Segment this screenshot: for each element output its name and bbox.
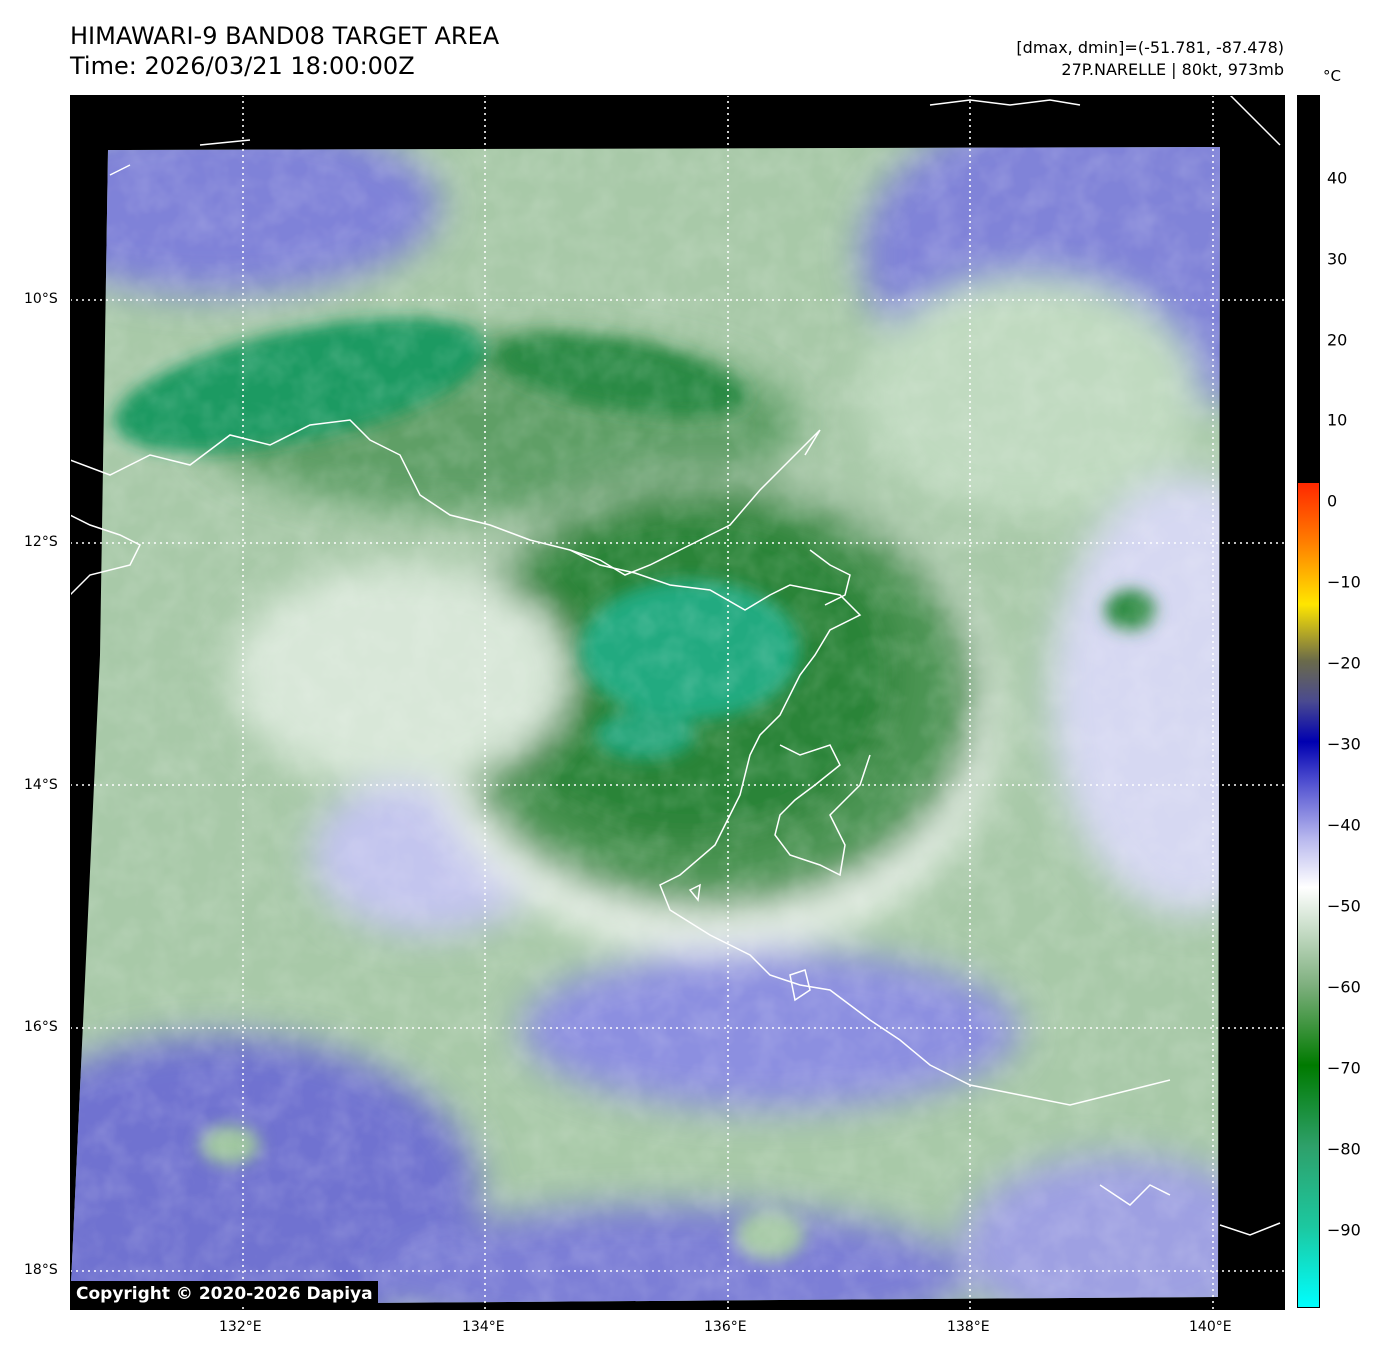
map-frame	[70, 95, 1285, 1310]
colorbar-label-20: 20	[1327, 330, 1348, 350]
colorbar-unit: °C	[1323, 67, 1341, 85]
lon-label-136e: 136°E	[704, 1319, 747, 1335]
copyright-badge: Copyright © 2020-2026 Dapiya	[71, 1281, 378, 1307]
colorbar	[1297, 95, 1320, 1308]
lon-label-132e: 132°E	[219, 1319, 262, 1335]
colorbar-label-minus30: −30	[1327, 734, 1361, 754]
cloud-field	[70, 147, 1220, 1305]
lat-label-12s: 12°S	[24, 534, 58, 550]
colorbar-label-minus80: −80	[1327, 1139, 1361, 1159]
colorbar-label-30: 30	[1327, 249, 1348, 269]
timestamp: Time: 2026/03/21 18:00:00Z	[70, 52, 415, 80]
colorbar-label-minus20: −20	[1327, 653, 1361, 673]
colorbar-label-minus10: −10	[1327, 572, 1361, 592]
coastlines	[70, 95, 1281, 1236]
colorbar-label-minus60: −60	[1327, 977, 1361, 997]
lat-label-16s: 16°S	[24, 1019, 58, 1035]
colorbar-label-0: 0	[1327, 491, 1338, 511]
lat-label-18s: 18°S	[24, 1262, 58, 1278]
lat-label-10s: 10°S	[24, 291, 58, 307]
lon-label-140e: 140°E	[1189, 1319, 1232, 1335]
colorbar-label-minus40: −40	[1327, 815, 1361, 835]
lon-label-138e: 138°E	[947, 1319, 990, 1335]
satellite-image	[70, 95, 1285, 1310]
colorbar-label-minus70: −70	[1327, 1058, 1361, 1078]
graticule	[70, 95, 1285, 1310]
chart-title: HIMAWARI-9 BAND08 TARGET AREA	[70, 22, 500, 50]
dmax-dmin-readout: [dmax, dmin]=(-51.781, -87.478)	[1016, 38, 1284, 57]
satellite-image-svg	[70, 95, 1285, 1310]
colorbar-label-minus90: −90	[1327, 1220, 1361, 1240]
colorbar-label-40: 40	[1327, 168, 1348, 188]
storm-info: 27P.NARELLE | 80kt, 973mb	[1061, 60, 1284, 79]
lat-label-14s: 14°S	[24, 777, 58, 793]
colorbar-label-minus50: −50	[1327, 896, 1361, 916]
lon-label-134e: 134°E	[462, 1319, 505, 1335]
colorbar-label-10: 10	[1327, 410, 1348, 430]
